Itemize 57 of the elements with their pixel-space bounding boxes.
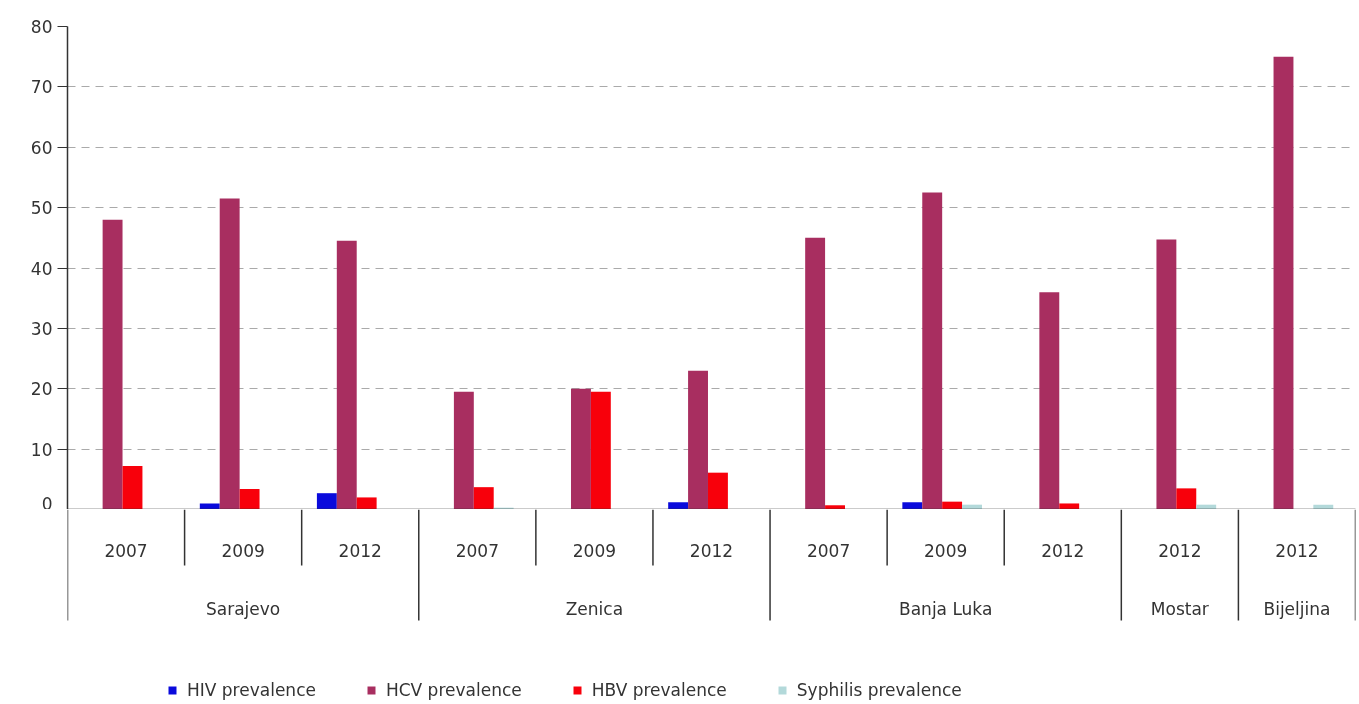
x-tick-label: 2012 [1158,541,1202,561]
x-tick-label: 2007 [104,541,148,561]
bar [1156,239,1177,509]
bar [1039,292,1060,509]
y-tick-label: 70 [30,77,53,98]
x-tick-label: 2007 [455,541,499,561]
bar [102,219,123,509]
x-tick-label: 2009 [572,541,617,561]
legend-label: HIV prevalence [187,680,316,700]
x-tick-label: 2012 [689,541,734,561]
bar [825,505,845,509]
bar [1176,488,1197,509]
bar [805,237,826,509]
bar [219,198,240,509]
y-tick-label: 30 [30,318,53,339]
bar [356,497,377,509]
x-tick-label: 2012 [1275,541,1319,561]
bar [316,493,337,509]
x-tick-label: 2012 [1041,541,1085,561]
bar [688,370,708,509]
bar [707,472,728,509]
bar [239,488,260,509]
bar [942,501,963,509]
bar [962,504,982,509]
bar [1273,56,1294,509]
text: Banja Luka [899,598,993,619]
bar [590,391,611,509]
bar [453,391,474,509]
text: Sarajevo [206,598,281,619]
y-tick-label: 10 [30,439,53,460]
text: Bijeljina [1263,598,1331,619]
legend-label: HCV prevalence [385,680,522,700]
y-tick-label: 50 [30,198,53,219]
bar [570,388,591,509]
text: Mostar [1150,598,1209,619]
y-tick-label: 0 [41,493,53,514]
y-tick-label: 80 [30,17,53,37]
bar [1196,504,1217,509]
x-tick-label: 2009 [924,541,968,561]
bar [336,240,357,509]
bar [1313,504,1334,509]
text: Zenica [565,598,624,619]
y-tick-label: 60 [30,137,53,158]
bar [922,192,943,509]
x-tick-label: 2007 [806,541,851,561]
legend-label: Syphilis prevalence [796,680,962,700]
bar [668,502,689,509]
legend-label: HBV prevalence [591,680,727,700]
bar [1059,503,1080,509]
y-tick-label: 20 [30,379,53,400]
bar [902,502,923,509]
bar [473,487,494,509]
y-tick-label: 40 [30,258,53,279]
x-tick-label: 2009 [221,541,265,561]
x-tick-label: 2012 [338,541,382,561]
bar [199,503,220,509]
bar [122,466,143,509]
